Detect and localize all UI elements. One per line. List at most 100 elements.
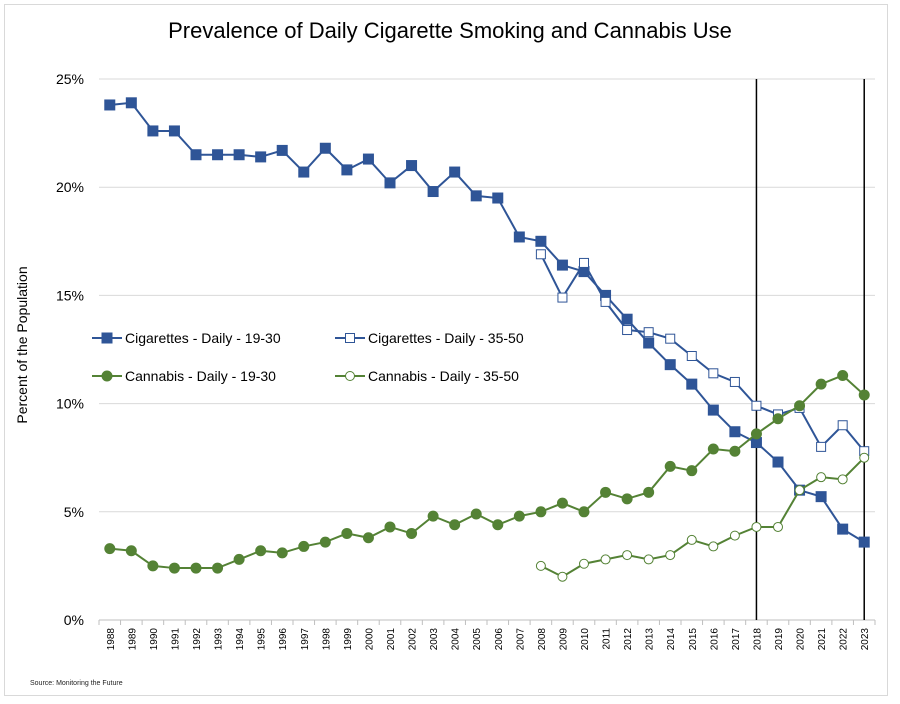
x-tick-label: 2006	[494, 628, 505, 651]
data-point	[643, 327, 654, 338]
data-point	[233, 149, 245, 161]
data-point	[557, 292, 568, 303]
legend-swatch-marker	[345, 333, 355, 343]
data-point	[579, 257, 589, 268]
vertical-markers	[755, 79, 865, 620]
data-point	[535, 560, 546, 571]
x-tick-label: 1996	[278, 628, 289, 651]
x-tick-label: 2001	[386, 628, 397, 651]
legend-label: Cannabis - Daily - 19-30	[125, 368, 276, 384]
legend-label: Cigarettes - Daily - 19-30	[125, 330, 281, 346]
data-point	[837, 523, 849, 535]
chart-title: Prevalence of Daily Cigarette Smoking an…	[168, 18, 732, 43]
data-point	[147, 125, 159, 137]
y-tick-label: 25%	[56, 71, 84, 87]
series-group	[104, 97, 870, 582]
data-point	[535, 506, 547, 518]
data-point	[556, 497, 568, 509]
data-point	[707, 404, 719, 416]
x-tick-label: 2010	[580, 628, 591, 651]
data-point	[427, 186, 439, 198]
data-point	[406, 160, 418, 172]
x-tick-label: 2019	[774, 628, 785, 651]
legend-item: Cannabis - Daily - 35-50	[335, 368, 519, 384]
data-point	[406, 527, 418, 539]
data-point	[686, 378, 698, 390]
x-tick-label: 1990	[149, 628, 160, 651]
x-tick-label: 1994	[235, 628, 246, 651]
x-tick-label: 2016	[709, 628, 720, 651]
x-tick-label: 1998	[321, 628, 332, 651]
x-tick-label: 1989	[127, 628, 138, 651]
data-point	[104, 99, 116, 111]
data-point	[858, 389, 870, 401]
data-point	[104, 543, 116, 555]
legend-label: Cannabis - Daily - 35-50	[368, 368, 519, 384]
data-point	[859, 452, 870, 463]
x-tick-label: 2020	[796, 628, 807, 651]
x-tick-label: 2021	[817, 628, 828, 651]
data-point	[665, 550, 676, 561]
data-point	[729, 445, 741, 457]
data-point	[147, 560, 159, 572]
data-point	[794, 485, 805, 496]
y-tick-labels: 0% 5% 10% 15% 20% 25%	[56, 71, 84, 628]
legend-item: Cigarettes - Daily - 19-30	[92, 330, 281, 346]
data-point	[125, 545, 137, 557]
series-line	[109, 101, 865, 543]
legend-item: Cannabis - Daily - 19-30	[92, 368, 276, 384]
data-point	[643, 337, 655, 349]
data-point	[168, 562, 180, 574]
data-point	[557, 571, 568, 582]
data-point	[341, 527, 353, 539]
data-point	[622, 550, 633, 561]
data-point	[449, 519, 461, 531]
data-point	[212, 562, 224, 574]
legend: Cigarettes - Daily - 19-30 Cigarettes - D…	[92, 330, 524, 384]
data-point	[168, 125, 180, 137]
data-point	[837, 474, 848, 485]
data-point	[298, 166, 310, 178]
data-point	[233, 553, 245, 565]
data-point	[600, 486, 612, 498]
x-tick-label: 2017	[731, 628, 742, 651]
data-point	[384, 177, 396, 189]
x-tick-label: 2013	[645, 628, 656, 651]
x-tick-label: 1995	[257, 628, 268, 651]
data-point	[449, 166, 461, 178]
x-tick-label: 1997	[300, 628, 311, 651]
x-tick-label: 1991	[170, 628, 181, 651]
data-point	[427, 510, 439, 522]
y-tick-label: 0%	[64, 612, 84, 628]
data-point	[470, 190, 482, 202]
y-tick-label: 15%	[56, 287, 84, 303]
data-point	[794, 400, 806, 412]
x-tick-label: 2008	[537, 628, 548, 651]
x-tick-label: 2011	[602, 628, 613, 650]
x-tick-label: 2004	[451, 628, 462, 651]
data-point	[190, 149, 202, 161]
x-tick-label: 2018	[752, 628, 763, 651]
legend-swatch-marker	[345, 371, 355, 381]
x-tick-label: 2015	[688, 628, 699, 651]
data-point	[578, 506, 590, 518]
data-point	[470, 508, 482, 520]
y-tick-label: 20%	[56, 179, 84, 195]
series-line	[109, 374, 865, 570]
x-tick-label: 1993	[214, 628, 225, 651]
data-point	[535, 235, 547, 247]
legend-swatch-marker	[101, 370, 113, 382]
data-point	[513, 510, 525, 522]
data-point	[751, 400, 762, 411]
data-point	[729, 530, 740, 541]
legend-item: Cigarettes - Daily - 35-50	[335, 330, 524, 346]
legend-label: Cigarettes - Daily - 35-50	[368, 330, 524, 346]
data-point	[341, 164, 353, 176]
data-point	[492, 192, 504, 204]
data-point	[773, 521, 783, 532]
data-point	[750, 428, 762, 440]
data-point	[212, 149, 224, 161]
data-point	[772, 413, 784, 425]
data-point	[858, 536, 870, 548]
